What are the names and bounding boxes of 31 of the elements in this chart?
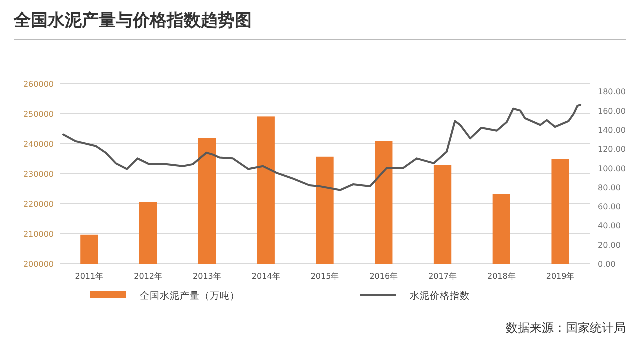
y-tick-label: 230000 bbox=[23, 170, 54, 179]
legend-label: 水泥价格指数 bbox=[410, 290, 470, 302]
x-tick-label: 2015年 bbox=[310, 272, 340, 281]
y2-tick-label: 100.00 bbox=[598, 164, 626, 174]
y2-tick-label: 180.00 bbox=[598, 88, 626, 97]
chart-title: 全国水泥产量与价格指数趋势图 bbox=[13, 11, 252, 31]
x-tick-label: 2017年 bbox=[428, 272, 457, 281]
line-series bbox=[62, 104, 582, 192]
x-tick-label: 2019年 bbox=[546, 272, 575, 281]
y2-tick-label: 40.00 bbox=[598, 222, 621, 231]
x-tick-label: 2011年 bbox=[75, 272, 104, 281]
y2-tick-label: 20.00 bbox=[598, 240, 621, 250]
y2-tick-label: 160.00 bbox=[598, 106, 626, 116]
y-tick-label: 260000 bbox=[23, 80, 54, 89]
y-tick-label: 210000 bbox=[23, 230, 54, 239]
legend-label: 全国水泥产量（万吨） bbox=[140, 290, 240, 302]
x-tick-label: 2016年 bbox=[370, 272, 398, 281]
x-tick-label: 2012年 bbox=[134, 272, 163, 281]
y-tick-label: 200000 bbox=[23, 260, 54, 269]
y-tick-label: 220000 bbox=[23, 200, 54, 209]
x-tick-label: 2018年 bbox=[487, 272, 516, 281]
y2-tick-label: 80.00 bbox=[598, 183, 621, 192]
y2-tick-label: 60.00 bbox=[598, 202, 621, 212]
source-note: 数据来源：国家统计局 bbox=[506, 321, 626, 335]
y2-tick-label: 140.00 bbox=[598, 126, 626, 135]
x-tick-label: 2013年 bbox=[193, 272, 222, 281]
y2-tick-label: 0.00 bbox=[598, 260, 616, 269]
y-tick-label: 250000 bbox=[23, 110, 54, 119]
y2-tick-label: 120.00 bbox=[598, 145, 626, 154]
y-tick-label: 240000 bbox=[23, 140, 54, 149]
x-tick-label: 2014年 bbox=[252, 272, 280, 281]
